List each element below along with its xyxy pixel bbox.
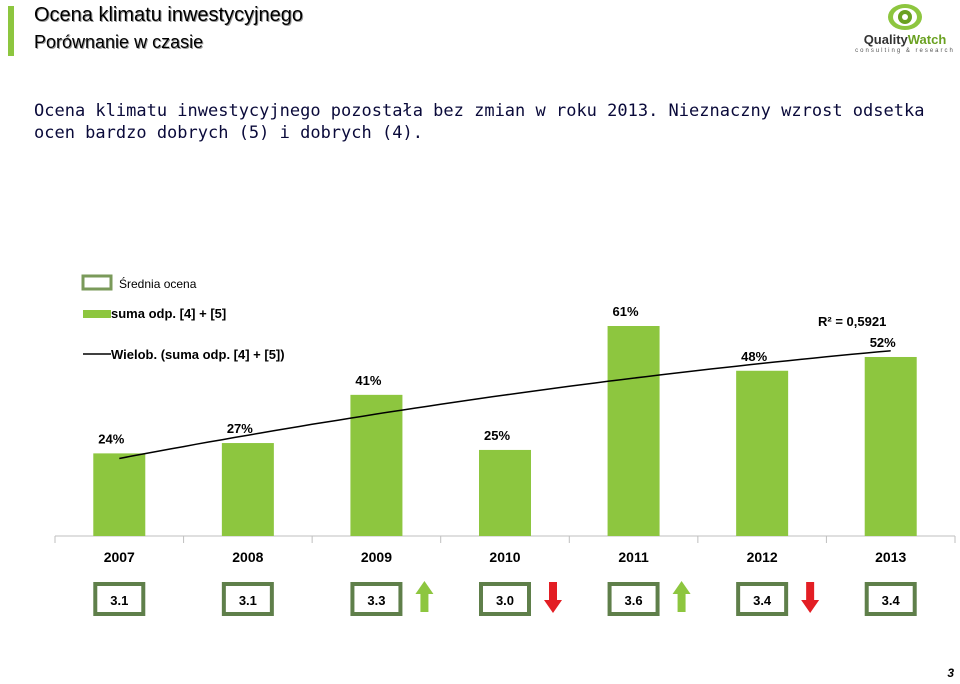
qualitywatch-logo: QualityWatch consulting & research [855,2,955,60]
category-label-2008: 2008 [232,549,263,565]
category-label-2013: 2013 [875,549,906,565]
accent-bar [8,6,14,56]
bar-2012 [736,370,789,536]
trendline [119,350,891,460]
average-value-2007: 3.1 [110,593,128,608]
legend-label-average: Średnia ocena [119,276,197,291]
data-label-2013: 52% [870,335,896,350]
arrow-up-icon [415,581,434,612]
data-label-2011: 61% [613,304,639,319]
headline-text: Ocena klimatu inwestycyjnego pozostała b… [34,101,925,143]
bar-2010 [479,449,531,536]
slide-subtitle: Porównanie w czasie [34,32,204,52]
category-label-2009: 2009 [361,549,392,565]
data-label-2010: 25% [484,428,510,443]
average-box-2010 [479,582,531,616]
average-box-2011 [607,582,660,616]
average-box-2012 [736,582,789,616]
average-value-2009: 3.3 [367,593,385,608]
data-label-2012: 48% [741,349,767,364]
category-label-2012: 2012 [747,549,778,565]
average-value-2010: 3.0 [496,593,514,608]
legend-label-bars: suma odp. [4] + [5] [111,306,226,321]
r2-label: R² = 0,5921 [818,314,886,329]
data-label-2008: 27% [227,421,253,436]
bar-chart: 24% 2007 27% 2008 41% 2009 25% 2010 61% 2011 48% 20… [54,274,956,616]
slide-title: Ocena klimatu inwestycyjnego [34,4,304,26]
arrow-up-icon [672,581,691,612]
bar-2009 [350,394,403,536]
average-box-2013 [864,582,917,616]
average-value-2008: 3.1 [239,593,257,608]
data-label-2009: 41% [355,373,381,388]
average-box-2009 [350,582,403,616]
bar-2008 [221,443,274,536]
logo-wordmark: QualityWatch [863,32,947,47]
logo-tagline: consulting & research [855,48,955,54]
average-box-2007 [93,582,146,616]
category-label-2010: 2010 [489,549,520,565]
legend-swatch-average [81,274,113,291]
average-box-2008 [221,582,274,616]
bar-2011 [607,326,660,536]
arrow-down-icon [544,582,562,613]
average-value-2013: 3.4 [882,593,901,608]
eye-icon [888,4,922,30]
data-label-2007: 24% [98,431,124,446]
page-number: 3 [947,666,954,680]
category-label-2011: 2011 [618,549,649,565]
average-value-2012: 3.4 [753,593,772,608]
bar-2013 [864,356,917,536]
bar-2007 [93,453,146,536]
average-value-2011: 3.6 [625,593,643,608]
arrow-down-icon [801,582,820,613]
category-label-2007: 2007 [104,549,135,565]
legend-label-trend: Wielob. (suma odp. [4] + [5]) [111,347,285,362]
legend-swatch-bars [83,310,111,318]
